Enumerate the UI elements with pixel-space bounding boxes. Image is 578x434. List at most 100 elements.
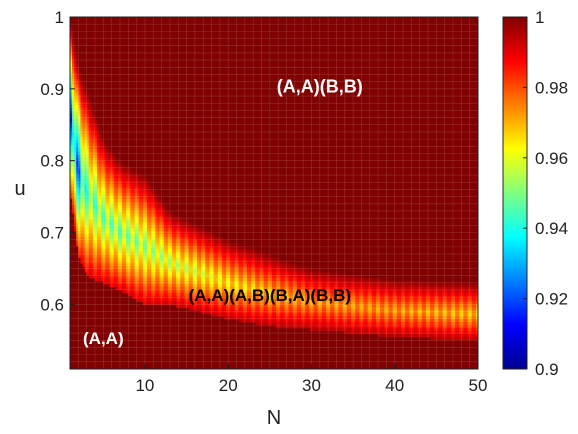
heatmap-cell [117,184,121,188]
heatmap-cell [84,198,88,203]
heatmap-cell [105,184,108,188]
heatmap-cell [203,239,206,244]
heatmap-cell [105,198,108,203]
heatmap-cell [122,278,125,282]
heatmap-cell [330,325,333,329]
heatmap-cell [88,239,92,244]
heatmap-cell [336,283,339,288]
heatmap-cell [111,154,115,159]
heatmap-cell [174,272,177,276]
heatmap-cell [134,181,138,185]
heatmap-cell [84,263,88,267]
heatmap-cell [263,295,267,299]
heatmap-cell [367,304,371,308]
heatmap-cell [301,281,304,285]
heatmap-cell [134,169,138,173]
heatmap-cell [142,195,146,200]
heatmap-cell [101,166,104,170]
heatmap-cell [396,330,400,335]
heatmap-cell [130,245,133,250]
heatmap-cell [313,298,317,302]
heatmap-cell [134,248,138,253]
heatmap-cell [215,313,219,317]
heatmap-cell [257,257,260,261]
heatmap-cell [246,281,250,285]
heatmap-cell [332,275,335,279]
heatmap-cell [107,275,110,279]
heatmap-cell [278,283,281,288]
heatmap-cell [221,254,225,258]
heatmap-cell [142,283,146,288]
heatmap-cell [213,286,217,291]
heatmap-cell [205,281,208,285]
heatmap-cell [386,330,389,335]
heatmap-cell [70,122,73,126]
heatmap-cell [194,251,198,255]
heatmap-cell [363,295,366,299]
heatmap-cell [263,263,267,267]
heatmap-cell [240,272,244,276]
heatmap-cell [101,204,104,209]
heatmap-cell [138,216,142,220]
heatmap-cell [107,278,110,282]
heatmap-cell [365,281,369,285]
heatmap-cell [103,175,106,179]
heatmap-cell [240,281,244,285]
heatmap-cell [313,283,317,288]
heatmap-cell [134,231,138,235]
heatmap-cell [140,222,144,226]
heatmap-cell [124,210,127,214]
heatmap-cell [240,307,244,311]
heatmap-cell [134,204,138,209]
heatmap-cell [311,322,314,326]
heatmap-cell [76,102,79,106]
heatmap-cell [340,301,344,305]
heatmap-cell [338,325,342,329]
heatmap-cell [128,248,131,253]
heatmap-cell [269,322,273,326]
heatmap-cell [330,301,333,305]
heatmap-cell [405,319,408,323]
heatmap-cell [97,219,100,223]
heatmap-cell [330,295,333,299]
heatmap-cell [344,283,348,288]
heatmap-cell [351,322,354,326]
heatmap-cell [309,272,312,276]
heatmap-cell [90,157,94,162]
heatmap-cell [267,260,271,264]
heatmap-cell [301,298,304,302]
heatmap-cell [86,119,90,123]
heatmap-cell [86,213,90,217]
heatmap-cell [70,58,73,62]
heatmap-cell [157,242,160,247]
heatmap-cell [174,239,177,244]
heatmap-cell [182,222,185,226]
heatmap-cell [97,175,100,179]
heatmap-cell [74,99,77,103]
heatmap-cell [76,146,79,150]
heatmap-cell [219,292,223,297]
heatmap-cell [107,160,110,165]
heatmap-cell [165,301,169,305]
heatmap-cell [317,289,321,294]
heatmap-cell [113,163,117,167]
heatmap-cell [149,198,152,203]
heatmap-cell [228,301,231,305]
heatmap-cell [132,198,135,203]
heatmap-cell [394,298,398,302]
heatmap-cell [84,237,88,241]
heatmap-cell [142,193,146,197]
heatmap-cell [117,210,121,214]
heatmap-cell [126,193,129,197]
heatmap-cell [167,219,171,223]
heatmap-cell [236,263,240,267]
heatmap-cell [167,301,171,305]
heatmap-cell [74,163,77,167]
heatmap-cell [86,107,90,112]
heatmap-cell [80,116,83,121]
heatmap-cell [88,151,92,156]
heatmap-cell [74,149,77,153]
heatmap-cell [134,286,138,291]
heatmap-cell [115,286,119,291]
heatmap-cell [303,298,306,302]
